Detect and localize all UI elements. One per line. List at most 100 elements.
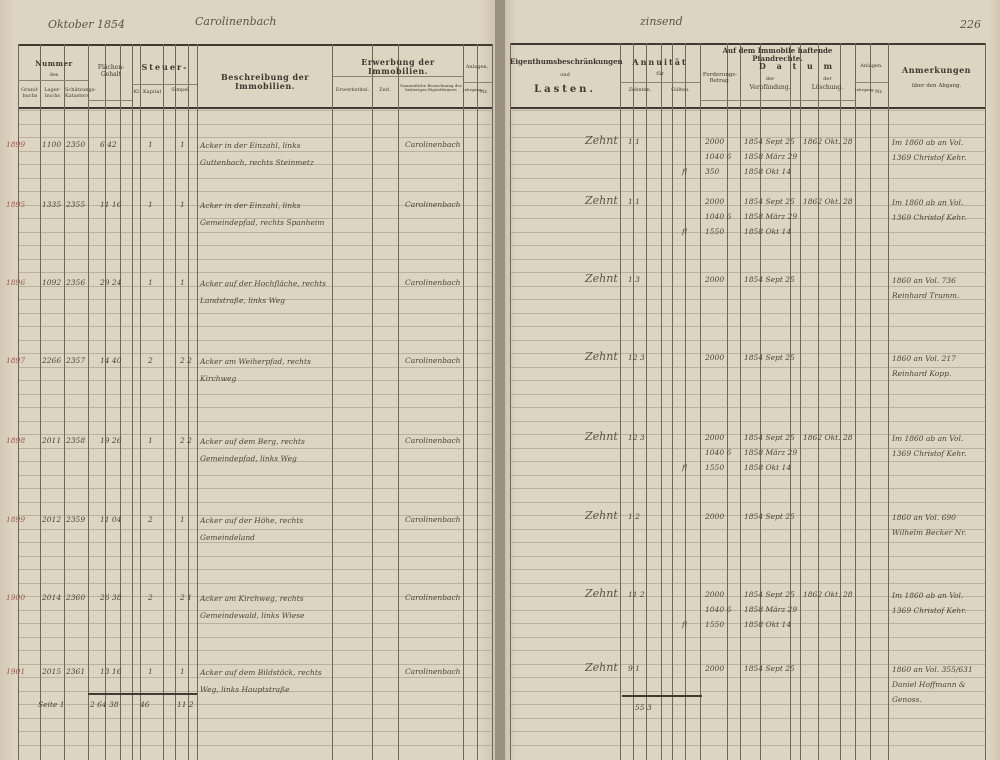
ruling-line bbox=[510, 515, 986, 516]
row-verpfaendung: 1854 Sept 25 bbox=[744, 197, 795, 206]
row-lagerbuch-nr: 1100 bbox=[42, 140, 62, 149]
row-lagerbuch-nr: 2012 bbox=[42, 515, 62, 524]
row-verpfaendung: 1858 März 29 bbox=[744, 152, 798, 161]
column-rule bbox=[477, 44, 478, 760]
row-loeschung: 1862 Okt. 28 bbox=[803, 197, 853, 206]
header-name: Carolinenbach bbox=[195, 15, 277, 28]
ruling-line bbox=[510, 366, 986, 368]
ruling-line bbox=[510, 677, 986, 678]
ruling-line bbox=[18, 488, 492, 489]
ruling-line bbox=[18, 191, 492, 192]
row-forderung: 2000 bbox=[705, 433, 725, 442]
row-loeschung: 1862 Okt. 28 bbox=[803, 590, 853, 599]
ruling-line bbox=[18, 569, 492, 570]
ruling-line bbox=[510, 623, 986, 624]
row-simpel: 2 2 bbox=[180, 356, 192, 365]
col-eigentum: Eigenthumsbeschränkungen bbox=[510, 57, 623, 66]
row-forderung: 1040 6 bbox=[705, 448, 732, 457]
row-forderung: 350 bbox=[705, 167, 720, 176]
row-kataster-nr: 2357 bbox=[66, 356, 86, 365]
ruling-line bbox=[510, 393, 986, 395]
ruling-line bbox=[510, 339, 986, 341]
summary-annuitaet: 55 3 bbox=[635, 703, 652, 712]
row-anmerkung: Im 1860 ab an Vol. 1369 Christof Kehr. bbox=[892, 198, 967, 222]
column-rule bbox=[197, 44, 198, 760]
row-steuerklasse: 1 bbox=[148, 667, 153, 676]
ruling-line bbox=[510, 231, 986, 233]
ruling-line bbox=[18, 501, 492, 503]
row-loeschung: 1862 Okt. 28 bbox=[803, 433, 853, 442]
column-rule bbox=[760, 43, 761, 760]
row-vorbesitzer: Carolinenbach bbox=[405, 436, 461, 445]
col-nummer: Nummer bbox=[35, 59, 73, 68]
col-flaeche: Flächen-Gehalt bbox=[97, 64, 125, 78]
row-lasten: Zehnt bbox=[585, 134, 618, 147]
ruling-line bbox=[510, 326, 986, 327]
row-annuitaet: 9 1 bbox=[628, 664, 640, 673]
col-forderung: Forderungs-Betrag. bbox=[702, 72, 738, 85]
ruling-line bbox=[510, 204, 986, 206]
header-divider bbox=[700, 100, 855, 101]
book-gutter bbox=[495, 0, 505, 760]
row-flaeche: 6 42 bbox=[100, 140, 117, 149]
column-rule bbox=[740, 43, 741, 760]
row-verpfaendung: 1854 Sept 25 bbox=[744, 590, 795, 599]
ruling-line bbox=[510, 596, 986, 597]
row-lasten: Zehnt bbox=[585, 350, 618, 363]
ruling-line bbox=[18, 312, 492, 314]
row-flaeche: 11 16 bbox=[100, 200, 122, 209]
col-steuer-simpel: Simpel bbox=[171, 87, 189, 93]
row-forderung: 2000 bbox=[705, 197, 725, 206]
ruling-line bbox=[18, 339, 492, 341]
ruling-line bbox=[18, 218, 492, 219]
ruling-line bbox=[510, 380, 986, 381]
sum-line bbox=[622, 695, 702, 697]
column-rule bbox=[633, 43, 634, 760]
ruling-line bbox=[510, 123, 986, 125]
ruling-line bbox=[510, 650, 986, 651]
ruling-line bbox=[18, 609, 492, 611]
column-rule bbox=[463, 44, 464, 760]
ruling-line bbox=[18, 704, 492, 705]
summary-flaeche: 2 64 38 bbox=[90, 700, 119, 709]
column-rule bbox=[510, 43, 511, 760]
row-verpfaendung: 1854 Sept 25 bbox=[744, 433, 795, 442]
row-annuitaet: 1 1 bbox=[628, 197, 640, 206]
row-flaeche: 19 26 bbox=[100, 436, 122, 445]
row-verpfaendung: 1854 Sept 25 bbox=[744, 137, 795, 146]
col-anlagen-left: Anlagen. bbox=[465, 64, 489, 70]
row-lasten: Zehnt bbox=[585, 430, 618, 443]
sum-line bbox=[88, 693, 197, 695]
row-annuitaet: 1 2 bbox=[628, 512, 640, 521]
col-erwerbung: Erwerbung der Immobilien. bbox=[361, 57, 435, 76]
ruling-line bbox=[18, 650, 492, 651]
ruling-line bbox=[510, 285, 986, 287]
ruling-line bbox=[510, 299, 986, 300]
col-jahrgang-right: Jahrgang. bbox=[855, 87, 875, 92]
column-rule bbox=[700, 43, 701, 760]
row-kataster-nr: 2350 bbox=[66, 140, 86, 149]
row-lasten: Zehnt bbox=[585, 272, 618, 285]
column-rule bbox=[661, 43, 662, 760]
row-anmerkung: Im 1860 ab an Vol. 1369 Christof Kehr. bbox=[892, 434, 967, 458]
row-lasten: Zehnt bbox=[585, 194, 618, 207]
ruling-line bbox=[510, 582, 986, 584]
ruling-line bbox=[18, 285, 492, 287]
ruling-line bbox=[18, 123, 492, 125]
row-verpfaendung: 1858 Okt 14 bbox=[744, 463, 792, 472]
column-rule bbox=[800, 43, 801, 760]
row-verpfaendung: 1858 Okt 14 bbox=[744, 227, 792, 236]
column-rule bbox=[855, 43, 856, 760]
row-grundbuch-nr: 1899 bbox=[6, 515, 26, 524]
row-forderung: 1040 6 bbox=[705, 152, 732, 161]
column-rule bbox=[175, 44, 176, 760]
column-rule bbox=[163, 44, 164, 760]
header-divider bbox=[88, 100, 132, 101]
row-kataster-nr: 2359 bbox=[66, 515, 86, 524]
col-fuer: für bbox=[656, 71, 664, 77]
ruling-line bbox=[18, 582, 492, 584]
col-grundbuch: Grund-buchs bbox=[21, 87, 39, 99]
ruling-line bbox=[510, 488, 986, 489]
column-rule bbox=[332, 44, 333, 760]
ruling-line bbox=[510, 609, 986, 611]
